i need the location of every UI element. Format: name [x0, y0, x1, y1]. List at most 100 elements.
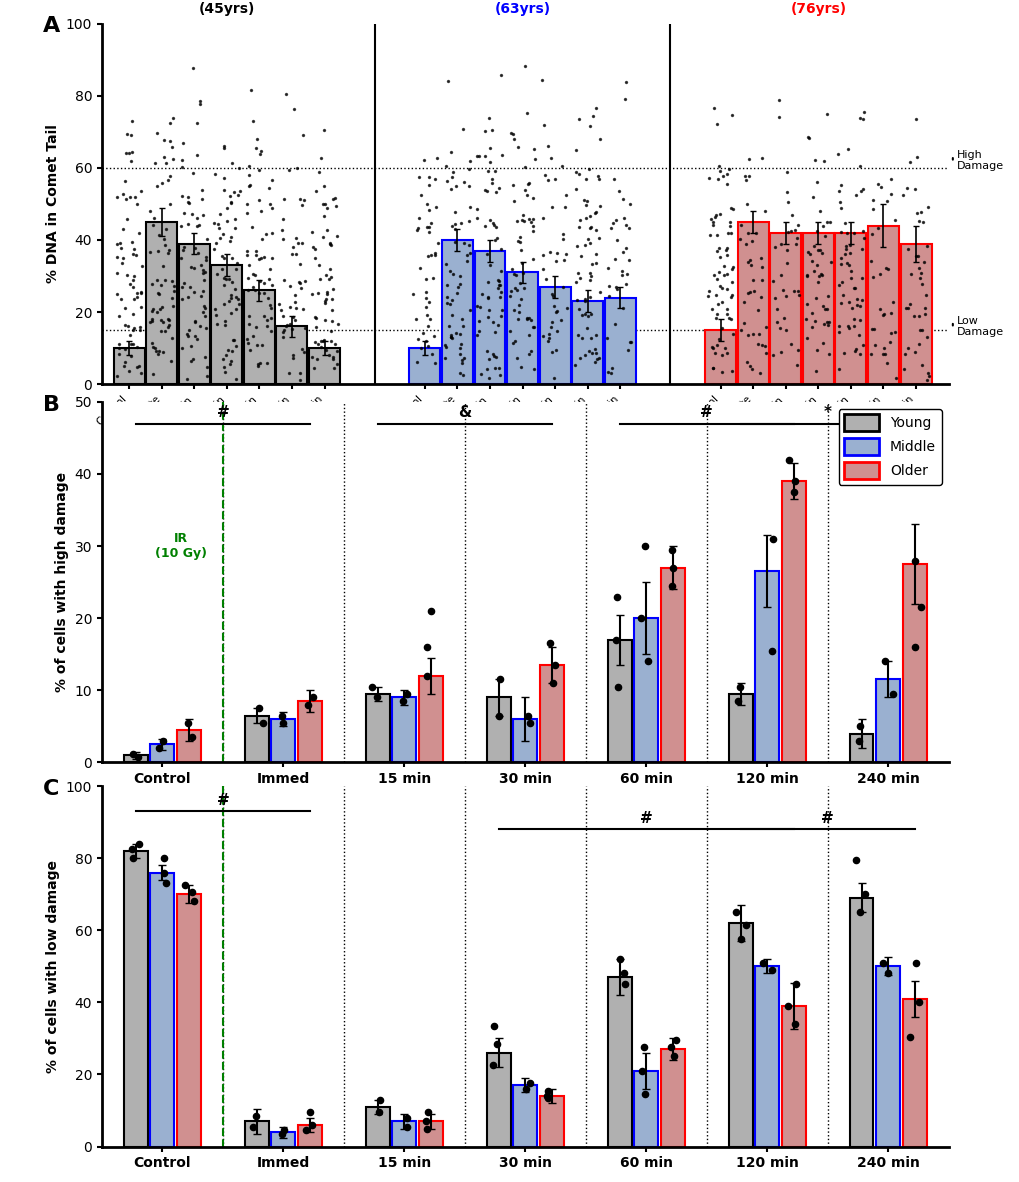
Point [185, 58, 202, 77]
Point [742, 255, 758, 274]
Point [571, 109, 587, 128]
Point [846, 278, 862, 297]
Point [443, 167, 460, 186]
Point [216, 268, 232, 287]
Point [261, 269, 277, 288]
Point [703, 299, 719, 318]
Point [418, 194, 434, 213]
Point [715, 266, 732, 285]
Point [194, 189, 210, 208]
Point [718, 246, 735, 265]
Point [521, 713, 537, 732]
Point [231, 294, 248, 313]
Point [321, 345, 337, 364]
Point [525, 249, 541, 268]
Point [521, 174, 537, 193]
Point [914, 213, 930, 232]
Point [121, 362, 138, 381]
Point [720, 160, 737, 178]
Point [214, 246, 230, 265]
Point [247, 266, 263, 285]
Point [491, 358, 507, 377]
Point [411, 208, 427, 227]
Point [663, 577, 680, 596]
Point [700, 168, 716, 187]
Point [124, 233, 141, 252]
Point [255, 306, 271, 325]
Point [913, 275, 929, 294]
Point [420, 168, 436, 187]
Point [639, 652, 655, 671]
Point [157, 271, 173, 290]
Point [412, 339, 428, 358]
Point [719, 309, 736, 327]
Bar [392, 697, 416, 762]
Point [109, 188, 125, 207]
Point [150, 242, 166, 261]
Point [220, 269, 236, 288]
Point [321, 269, 337, 288]
Point [865, 320, 881, 339]
Point [840, 292, 856, 311]
Point [910, 212, 926, 230]
Point [775, 309, 792, 327]
Point [145, 216, 161, 235]
Point [282, 298, 299, 317]
Point [482, 210, 498, 229]
Point [829, 275, 846, 294]
Point [588, 254, 604, 273]
Point [618, 239, 634, 258]
Point [840, 255, 856, 274]
Point [519, 175, 535, 194]
Point [708, 241, 725, 260]
Point [307, 239, 323, 258]
Point [664, 558, 681, 577]
Point [451, 266, 468, 285]
Bar [660, 1050, 684, 1147]
Bar [271, 1132, 296, 1147]
Point [291, 190, 308, 209]
Point [221, 355, 237, 374]
Point [745, 271, 761, 290]
Point [583, 217, 599, 236]
Point [771, 234, 788, 253]
Point [116, 171, 132, 190]
Point [240, 156, 257, 175]
Point [505, 265, 522, 284]
Point [714, 167, 731, 186]
Point [492, 240, 508, 259]
Bar [604, 298, 635, 384]
Point [819, 345, 836, 364]
Point [249, 336, 265, 355]
Point [915, 252, 931, 271]
Point [191, 215, 207, 234]
Point [786, 1014, 802, 1033]
Point [799, 128, 815, 147]
Point [283, 245, 300, 264]
Point [451, 274, 468, 293]
Point [662, 1038, 679, 1057]
Point [419, 667, 435, 686]
Point [146, 208, 162, 227]
Point [155, 732, 171, 751]
Point [912, 264, 928, 282]
Point [544, 285, 560, 304]
Point [305, 238, 321, 256]
Point [536, 165, 552, 184]
Point [787, 472, 803, 491]
Point [185, 282, 202, 301]
Point [230, 158, 247, 177]
Point [558, 298, 575, 317]
Point [427, 246, 443, 265]
Point [722, 260, 739, 279]
Point [217, 316, 233, 335]
Point [224, 331, 240, 350]
Point [291, 371, 308, 390]
Point [447, 324, 464, 343]
Point [757, 318, 773, 337]
Point [851, 108, 867, 126]
Point [274, 209, 290, 228]
Point [197, 348, 213, 366]
Point [570, 325, 586, 344]
Point [510, 232, 526, 251]
